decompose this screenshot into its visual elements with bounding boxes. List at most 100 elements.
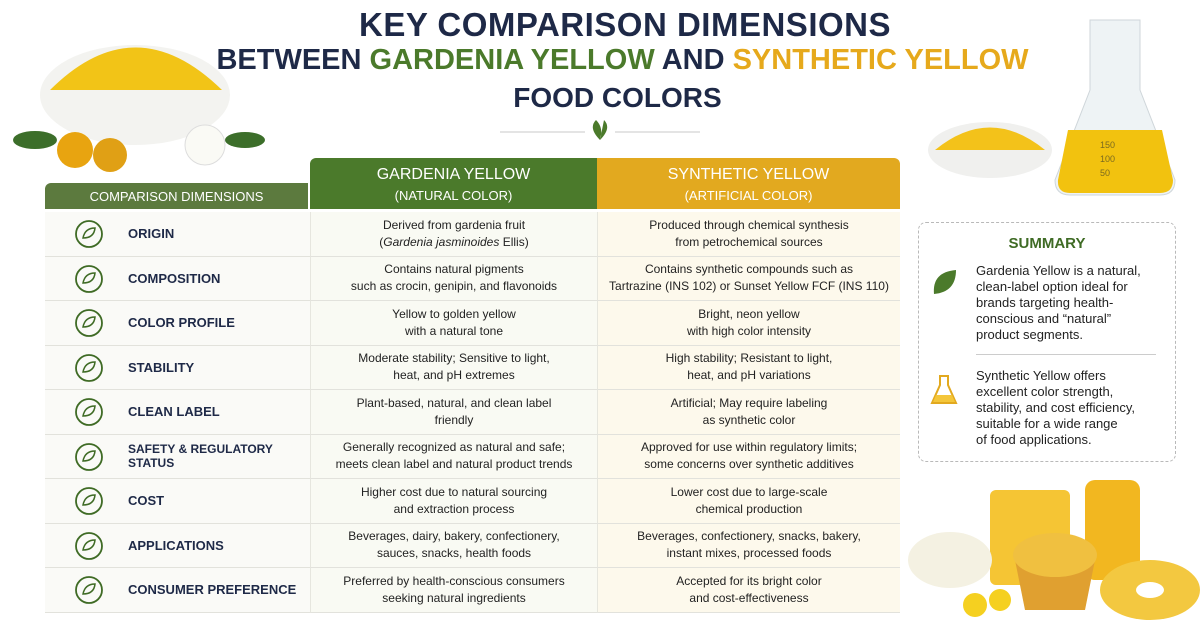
title-part: BETWEEN bbox=[216, 44, 362, 76]
flask-mark: 150 bbox=[1100, 140, 1116, 150]
cell-line: High stability; Resistant to light, bbox=[665, 351, 833, 366]
summary-line: conscious and “natural” bbox=[976, 311, 1112, 326]
flask-mark: 100 bbox=[1100, 154, 1116, 164]
cell-line: friendly bbox=[434, 412, 474, 427]
dimension-cell: COST bbox=[45, 479, 310, 524]
title-line-3: FOOD COLORS bbox=[513, 82, 722, 113]
cell-text: Ellis) bbox=[499, 234, 529, 249]
cell-line: meets clean label and natural product tr… bbox=[335, 457, 573, 472]
leaf-icon bbox=[933, 270, 956, 294]
table-cell: Derived from gardenia fruit (Gardenia jas… bbox=[310, 212, 597, 257]
donut-hole bbox=[1136, 582, 1164, 598]
leaf bbox=[13, 131, 57, 149]
dimension-cell: CONSUMER PREFERENCE bbox=[45, 568, 310, 613]
dimension-cell: ORIGIN bbox=[45, 212, 310, 257]
table-cell: Preferred by health-conscious consumers s… bbox=[310, 568, 597, 613]
cell-line: and extraction process bbox=[393, 501, 515, 516]
summary-box: SUMMARY Gardenia Yellow is a natural, cle… bbox=[918, 222, 1176, 462]
bottle bbox=[1085, 480, 1140, 580]
table-cell: Artificial; May require labeling as synth… bbox=[597, 390, 900, 435]
cell-line: Lower cost due to large-scale bbox=[670, 484, 828, 499]
powder bbox=[935, 127, 1045, 150]
cell-line: Bright, neon yellow bbox=[698, 306, 800, 321]
dimension-cell: SAFETY & REGULATORY STATUS bbox=[45, 434, 310, 479]
cell-line: with a natural tone bbox=[404, 323, 504, 338]
row-icon bbox=[75, 531, 103, 560]
row-icon bbox=[75, 220, 103, 248]
cell-line: seeking natural ingredients bbox=[382, 590, 526, 605]
table-cell: Accepted for its bright color and cost-ef… bbox=[597, 568, 900, 613]
leaf bbox=[225, 132, 265, 148]
table-cell: High stability; Resistant to light, heat,… bbox=[597, 345, 900, 390]
column-header: SYNTHETIC YELLOW (ARTIFICIAL COLOR) bbox=[597, 158, 900, 209]
dimension-label: COLOR PROFILE bbox=[128, 315, 235, 331]
flask-icon bbox=[930, 375, 958, 404]
dimension-cell: APPLICATIONS bbox=[45, 523, 310, 568]
summary-line: Synthetic Yellow offers bbox=[976, 368, 1106, 383]
cell-line: with high color intensity bbox=[686, 323, 812, 338]
table-cell: Lower cost due to large-scale chemical pr… bbox=[597, 479, 900, 524]
column-name: GARDENIA YELLOW bbox=[376, 166, 531, 183]
cell-line: Plant-based, natural, and clean label bbox=[356, 395, 552, 410]
cell-line: instant mixes, processed foods bbox=[666, 546, 832, 561]
dimension-cell: COMPOSITION bbox=[45, 256, 310, 301]
cell-line: Preferred by health-conscious consumers bbox=[343, 573, 565, 588]
table-cell: Produced through chemical synthesis from … bbox=[597, 212, 900, 257]
cell-line: and cost-effectiveness bbox=[689, 590, 809, 605]
liquid bbox=[1057, 130, 1173, 193]
candy bbox=[989, 589, 1011, 611]
column-header: GARDENIA YELLOW (NATURAL COLOR) bbox=[310, 158, 597, 209]
table-cell: Contains natural pigments such as crocin,… bbox=[310, 256, 597, 301]
cell-line: Beverages, confectionery, snacks, bakery… bbox=[637, 529, 861, 544]
summary-item: Synthetic Yellow offers excellent color s… bbox=[976, 368, 1135, 448]
cell-line: Approved for use within regulatory limit… bbox=[640, 440, 858, 455]
fruit bbox=[93, 138, 127, 172]
table-cell: Bright, neon yellow with high color inten… bbox=[597, 301, 900, 346]
cell-line: Higher cost due to natural sourcing bbox=[360, 484, 548, 499]
pudding bbox=[908, 532, 992, 588]
cell-line: such as crocin, genipin, and flavonoids bbox=[350, 279, 558, 294]
dimension-label: CONSUMER PREFERENCE bbox=[128, 582, 297, 598]
table-cell: Higher cost due to natural sourcing and e… bbox=[310, 479, 597, 524]
column-name: SYNTHETIC YELLOW bbox=[667, 166, 830, 183]
fruit bbox=[57, 132, 93, 168]
cell-line: heat, and pH variations bbox=[687, 368, 811, 383]
table-cell: Plant-based, natural, and clean label fri… bbox=[310, 390, 597, 435]
cell-line: from petrochemical sources bbox=[675, 234, 823, 249]
summary-line: excellent color strength, bbox=[976, 384, 1114, 399]
cell-line: Yellow to golden yellow bbox=[392, 306, 516, 321]
cell-line: chemical production bbox=[695, 501, 803, 516]
summary-line: stability, and cost efficiency, bbox=[976, 400, 1135, 415]
summary-line: of food applications. bbox=[976, 432, 1092, 447]
title-line-1: KEY COMPARISON DIMENSIONS bbox=[358, 6, 891, 43]
dimension-cell: CLEAN LABEL bbox=[45, 390, 310, 435]
table-cell: Generally recognized as natural and safe… bbox=[310, 434, 597, 479]
candy bbox=[963, 593, 987, 617]
cell-text: Gardenia jasminoides bbox=[383, 234, 500, 249]
row-icon bbox=[75, 264, 103, 293]
cell-line: some concerns over synthetic additives bbox=[644, 457, 854, 472]
summary-divider bbox=[976, 354, 1156, 355]
cell-line: Produced through chemical synthesis bbox=[649, 217, 849, 232]
dimension-label: COST bbox=[128, 493, 165, 509]
cell-line: Artificial; May require labeling bbox=[670, 395, 828, 410]
dimension-label: ORIGIN bbox=[128, 226, 175, 242]
table-cell: Moderate stability; Sensitive to light, h… bbox=[310, 345, 597, 390]
row-icon bbox=[75, 398, 103, 426]
dimension-cell: COLOR PROFILE bbox=[45, 301, 310, 346]
powder bbox=[50, 47, 222, 90]
table-cell: Yellow to golden yellow with a natural to… bbox=[310, 301, 597, 346]
muffin-top bbox=[1013, 533, 1097, 577]
cell-text: ( bbox=[379, 234, 384, 249]
leaf-icon bbox=[592, 120, 608, 140]
dimension-header: COMPARISON DIMENSIONS bbox=[45, 183, 308, 209]
table-cell: Beverages, confectionery, snacks, bakery… bbox=[597, 523, 900, 568]
flower bbox=[184, 124, 226, 166]
row-icon bbox=[75, 353, 103, 382]
flask-mark: 50 bbox=[1100, 168, 1111, 178]
table-cell: Beverages, dairy, bakery, confectionery,… bbox=[310, 523, 597, 568]
cell-line: Generally recognized as natural and safe… bbox=[342, 440, 566, 455]
column-subtitle: (NATURAL COLOR) bbox=[394, 188, 513, 203]
